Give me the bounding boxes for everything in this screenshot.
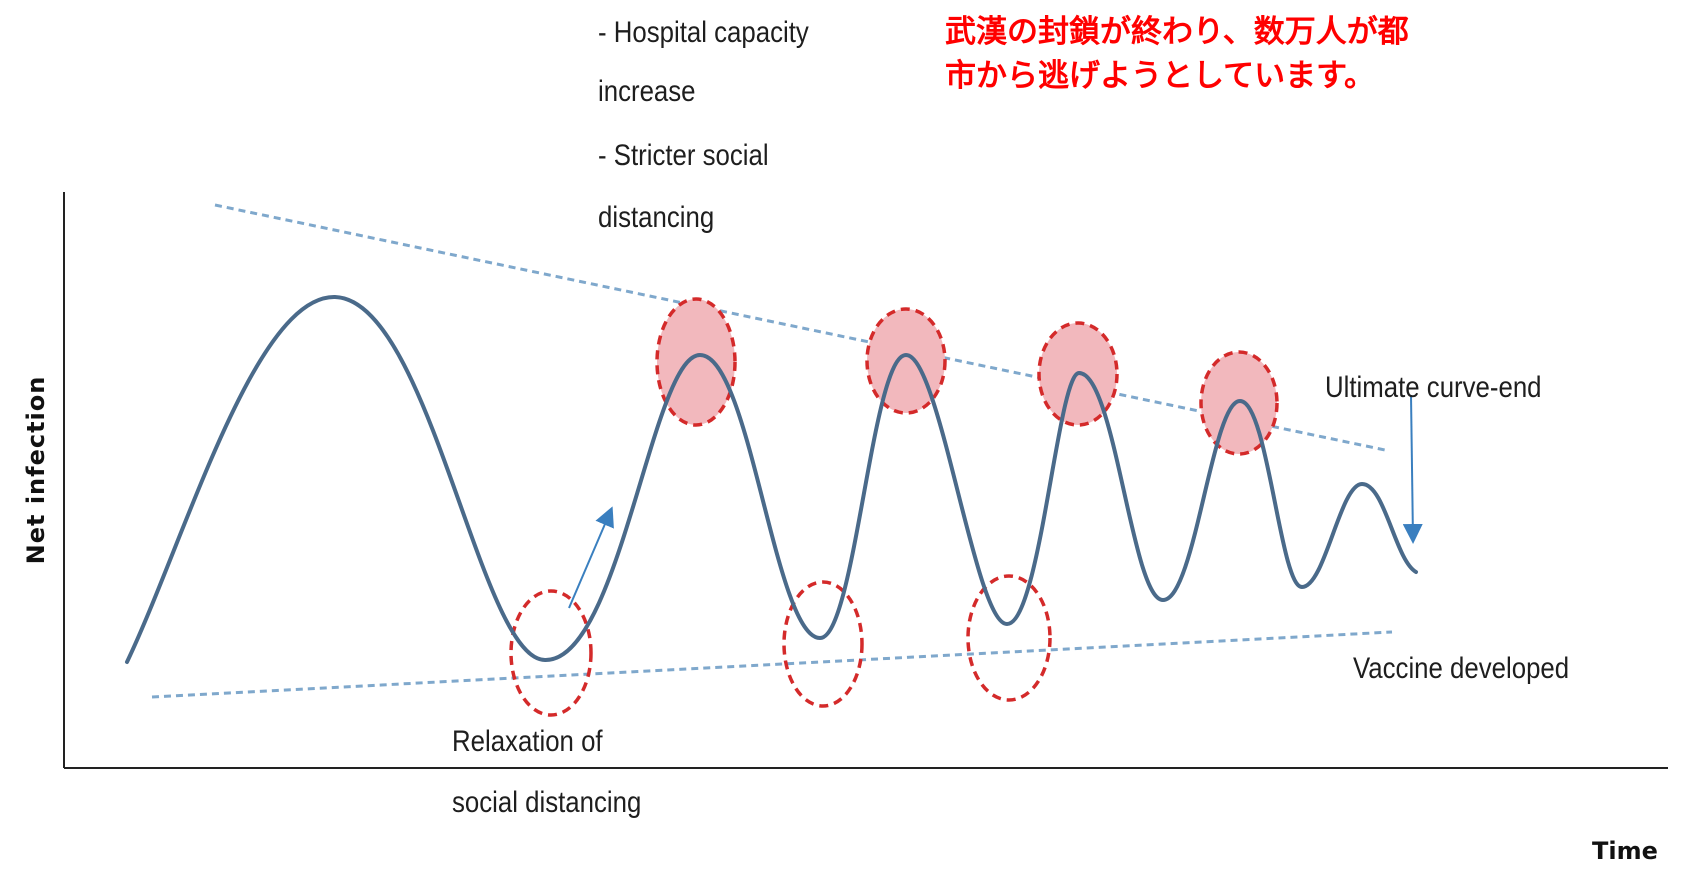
headline: 武漢の封鎖が終わり、数万人が都 市から逃げようとしています。 (945, 10, 1682, 98)
relaxation-note-line-1: Relaxation of (452, 725, 603, 758)
relaxation-note-line-2: social distancing (452, 786, 642, 819)
upper-trend-line (214, 203, 1386, 452)
vaccine-label: Vaccine developed (1353, 652, 1570, 685)
trough-marker-2 (782, 580, 864, 708)
lower-trend-line (151, 630, 1393, 699)
y-axis-label: Net infection (22, 375, 50, 565)
x-axis-label: Time (1592, 837, 1658, 865)
trough-marker-1 (509, 589, 593, 717)
intervention-note-line-1: - Hospital capacity (598, 16, 809, 49)
intervention-note-line-3: - Stricter social (598, 139, 769, 172)
rise-arrow (568, 506, 614, 609)
intervention-note-line-2: increase (598, 75, 696, 108)
trough-marker-3 (966, 574, 1052, 702)
intervention-note-line-4: distancing (598, 201, 715, 234)
peak-markers (655, 297, 1279, 456)
headline-line-1: 武漢の封鎖が終わり、数万人が都 (945, 14, 1409, 50)
curve-end-label: Ultimate curve-end (1325, 371, 1542, 404)
curve-end-arrow (1402, 394, 1423, 544)
headline-line-2: 市から逃げようとしています。 (945, 58, 1375, 94)
infection-curve (125, 294, 1418, 664)
trough-markers (509, 574, 1052, 717)
peak-marker-1 (655, 297, 737, 427)
